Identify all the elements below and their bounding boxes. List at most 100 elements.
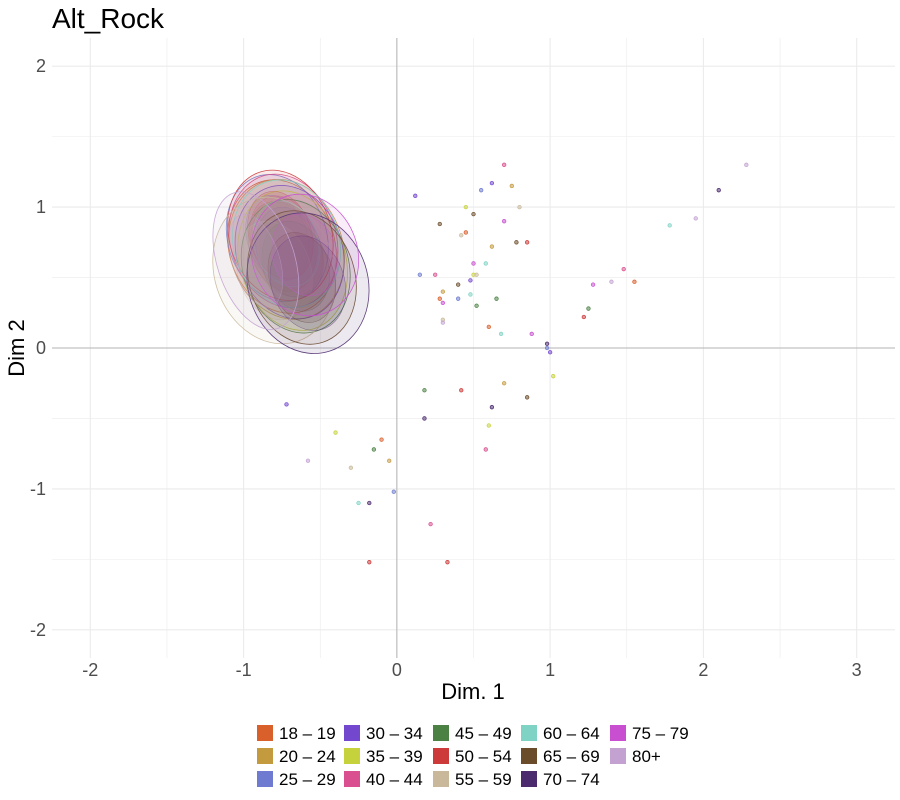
- legend-item: 80+: [610, 747, 661, 766]
- legend-label: 18 – 19: [279, 724, 336, 743]
- y-tick-label: 0: [36, 338, 46, 358]
- scatter-point: [529, 331, 534, 337]
- legend-label: 55 – 59: [455, 770, 512, 789]
- legend-label: 65 – 69: [543, 747, 600, 766]
- legend-item: 70 – 74: [521, 770, 600, 789]
- scatter-point: [693, 216, 698, 221]
- legend-label: 70 – 74: [543, 770, 600, 789]
- scatter-point: [716, 188, 721, 193]
- scatter-point: [459, 388, 464, 393]
- chart-title: Alt_Rock: [52, 3, 165, 34]
- y-tick-label: -2: [30, 620, 46, 640]
- scatter-point: [463, 204, 468, 210]
- scatter-point: [586, 306, 591, 311]
- scatter-point: [468, 278, 473, 283]
- legend-label: 75 – 79: [632, 724, 689, 743]
- scatter-point: [422, 416, 427, 421]
- scatter-point: [471, 211, 476, 217]
- legend-item: 45 – 49: [433, 724, 512, 743]
- scatter-point: [632, 279, 637, 284]
- legend-item: 60 – 64: [521, 724, 600, 743]
- scatter-point: [494, 296, 499, 301]
- legend-label: 80+: [632, 747, 661, 766]
- legend-item: 55 – 59: [433, 770, 512, 789]
- scatter-point: [440, 320, 445, 325]
- scatter-point: [333, 430, 338, 435]
- scatter-point: [489, 244, 495, 249]
- legend-item: 50 – 54: [433, 747, 512, 766]
- scatter-point: [621, 266, 626, 272]
- scatter-point: [581, 314, 587, 320]
- legend-item: 25 – 29: [257, 770, 336, 789]
- legend: 18 – 19 20 – 24 25 – 29 30 – 34 35 – 39 40 – …: [257, 724, 689, 789]
- legend-item: 75 – 79: [610, 724, 689, 743]
- scatter-point: [367, 500, 372, 506]
- scatter-point: [422, 388, 427, 393]
- legend-label: 60 – 64: [543, 724, 600, 743]
- scatter-point: [524, 240, 530, 245]
- legend-swatch: [433, 725, 449, 741]
- x-tick-label: 3: [852, 660, 862, 680]
- scatter-point: [667, 223, 672, 228]
- contour-outer-75-79: [250, 193, 360, 317]
- scatter-point: [413, 193, 418, 198]
- scatter-point: [544, 341, 550, 346]
- density-contours: [212, 169, 370, 354]
- legend-label: 45 – 49: [455, 724, 512, 743]
- scatter-point: [348, 465, 354, 470]
- legend-swatch: [521, 771, 537, 787]
- contour-inner-75-79: [271, 213, 339, 297]
- scatter-point: [551, 374, 556, 379]
- legend-swatch: [344, 748, 360, 764]
- scatter-point: [514, 240, 519, 245]
- legend-item: 40 – 44: [344, 770, 423, 789]
- legend-swatch: [257, 748, 273, 764]
- legend-item: 35 – 39: [344, 747, 423, 766]
- x-tick-label: -1: [236, 660, 252, 680]
- y-axis-ticks: -2 -1 0 1 2: [30, 56, 46, 640]
- scatter-point: [379, 437, 384, 442]
- scatter-point: [547, 350, 553, 355]
- x-tick-label: -2: [82, 660, 98, 680]
- contour-outer-50-54: [227, 169, 334, 301]
- scatter-point: [440, 289, 445, 294]
- scatter-point: [459, 233, 464, 238]
- scatter-point: [456, 282, 461, 287]
- zero-reference-lines: [52, 38, 895, 658]
- legend-swatch: [610, 725, 626, 741]
- scatter-point: [544, 345, 550, 351]
- scatter-point: [445, 560, 450, 565]
- contour-inner-70-74: [269, 235, 346, 331]
- scatter-point: [367, 560, 372, 565]
- scatter-point: [356, 500, 361, 506]
- y-axis-label: Dim 2: [4, 319, 29, 376]
- legend-swatch: [257, 725, 273, 741]
- scatter-point: [474, 272, 479, 277]
- scatter-point: [391, 489, 396, 494]
- legend-swatch: [344, 771, 360, 787]
- contour-outer-60-64: [231, 179, 342, 308]
- x-axis-ticks: -2 -1 0 1 2 3: [82, 660, 861, 680]
- legend-swatch: [521, 725, 537, 741]
- scatter-point: [502, 381, 507, 386]
- scatter-point: [744, 162, 749, 167]
- legend-label: 50 – 54: [455, 747, 512, 766]
- scatter-point: [463, 230, 468, 235]
- scatter-point: [502, 219, 507, 224]
- scatter-point: [590, 282, 596, 287]
- scatter-point: [474, 303, 479, 308]
- legend-item: 65 – 69: [521, 747, 600, 766]
- legend-label: 25 – 29: [279, 770, 336, 789]
- scatter-point: [502, 162, 507, 167]
- legend-item: 18 – 19: [257, 724, 336, 743]
- scatter-point: [486, 324, 491, 330]
- scatter-points: [284, 162, 749, 565]
- contour-inner-45-49: [261, 221, 330, 312]
- scatter-point: [284, 402, 289, 407]
- x-axis-label: Dim. 1: [441, 679, 505, 704]
- contour-outer-70-74: [246, 212, 370, 354]
- scatter-point: [437, 221, 442, 227]
- legend-swatch: [610, 748, 626, 764]
- contour-inner-25-29: [245, 195, 310, 282]
- legend-swatch: [433, 771, 449, 787]
